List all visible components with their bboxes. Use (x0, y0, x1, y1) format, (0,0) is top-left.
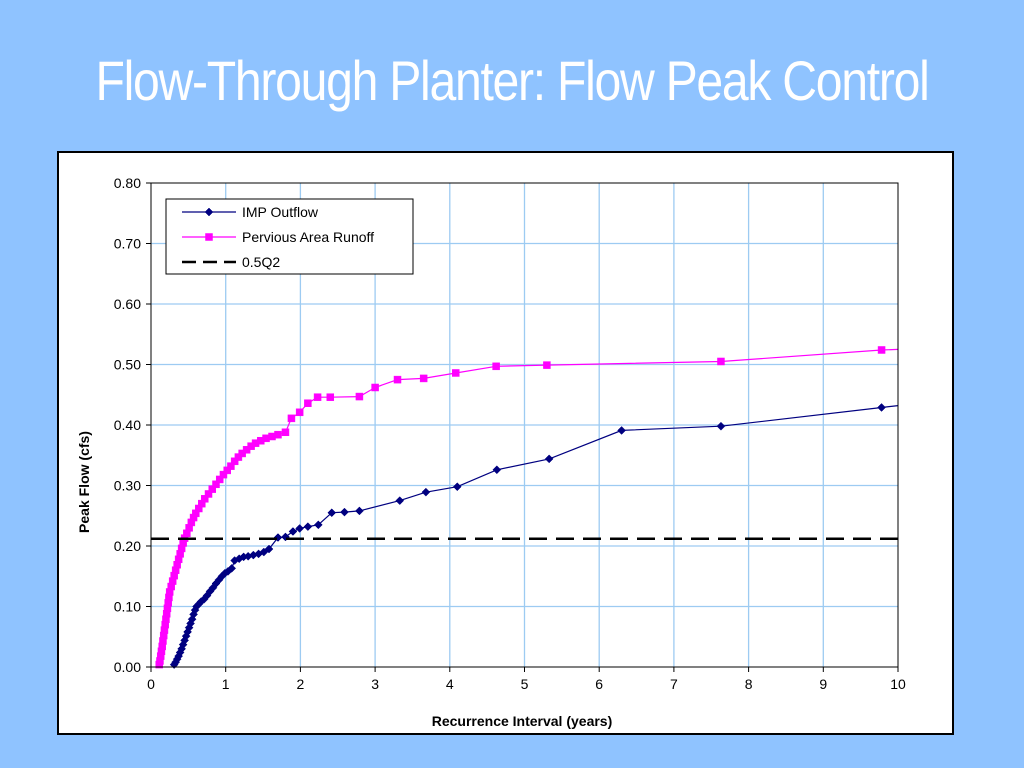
x-tick-label: 7 (670, 676, 678, 692)
x-tick-label: 10 (890, 676, 906, 692)
pervious-runoff-point (281, 428, 290, 437)
series-line (173, 405, 899, 665)
series-0 (169, 403, 899, 669)
pervious-runoff-point (393, 375, 402, 384)
y-tick-label: 0.70 (114, 236, 141, 252)
imp-outflow-point (544, 454, 554, 464)
pervious-runoff-point (304, 399, 312, 407)
imp-outflow-point (327, 508, 337, 518)
legend-item-2: 0.5Q2 (182, 254, 280, 270)
pervious-runoff-point (205, 233, 213, 241)
series-lines (151, 346, 899, 669)
pervious-runoff-point (877, 346, 886, 354)
chart-frame: 0 1 2 3 4 5 6 7 8 9 10 0.00 0.10 0.20 0.30 0.40 0.50 0.60… (57, 151, 954, 735)
pervious-runoff-point (492, 362, 500, 371)
x-tick-label: 9 (819, 676, 827, 692)
axes (146, 182, 899, 672)
tick-labels: 0 1 2 3 4 5 6 7 8 9 10 0.00 0.10 0.20 0.30 0.40 0.50 0.60… (114, 175, 906, 692)
x-tick-label: 4 (446, 676, 454, 692)
pervious-runoff-point (543, 361, 551, 369)
y-tick-label: 0.40 (114, 417, 141, 433)
imp-outflow-point (617, 426, 626, 435)
x-tick-label: 1 (222, 676, 230, 692)
x-tick-label: 3 (371, 676, 379, 692)
y-axis-title: Peak Flow (cfs) (76, 431, 92, 533)
imp-outflow-point (295, 524, 305, 533)
pervious-runoff-point (452, 369, 460, 377)
x-tick-label: 6 (595, 676, 603, 692)
slide-title: Flow-Through Planter: Flow Peak Control (95, 49, 930, 112)
pervious-runoff-point (274, 430, 282, 439)
pervious-runoff-point (287, 414, 296, 423)
imp-outflow-point (204, 207, 214, 217)
imp-outflow-point (355, 506, 364, 516)
series-1 (155, 346, 899, 669)
y-tick-label: 0.50 (114, 357, 141, 373)
y-tick-label: 0.20 (114, 538, 141, 554)
legend-item-0: IMP Outflow (182, 204, 319, 220)
line-chart: 0 1 2 3 4 5 6 7 8 9 10 0.00 0.10 0.20 0.30 0.40 0.50 0.60… (76, 175, 906, 729)
imp-outflow-point (395, 496, 405, 505)
imp-outflow-point (716, 421, 726, 431)
y-tick-label: 0.60 (114, 296, 141, 312)
imp-outflow-point (452, 482, 462, 492)
imp-outflow-point (303, 522, 313, 531)
imp-outflow-point (288, 527, 298, 536)
imp-outflow-point (421, 487, 431, 497)
x-tick-label: 0 (147, 676, 155, 692)
pervious-runoff-point (717, 357, 725, 366)
imp-outflow-point (313, 520, 323, 530)
imp-outflow-point (340, 507, 349, 517)
y-tick-label: 0.10 (114, 599, 141, 615)
pervious-runoff-point (313, 393, 322, 401)
imp-outflow-point (264, 544, 274, 554)
imp-outflow-point (877, 403, 886, 412)
pervious-runoff-point (326, 393, 335, 401)
pervious-runoff-point (355, 392, 364, 401)
grid-lines (151, 183, 898, 667)
legend: IMP Outflow Pervious Area Runoff 0.5Q2 (165, 198, 414, 275)
pervious-runoff-point (371, 383, 379, 392)
x-tick-label: 5 (521, 676, 529, 692)
x-tick-label: 8 (745, 676, 753, 692)
y-tick-label: 0.80 (114, 175, 141, 191)
legend-label: IMP Outflow (242, 204, 319, 220)
legend-label: 0.5Q2 (242, 254, 280, 270)
y-tick-label: 0.00 (114, 659, 141, 675)
x-axis-title: Recurrence Interval (years) (432, 713, 613, 729)
legend-item-1: Pervious Area Runoff (182, 229, 374, 245)
legend-label: Pervious Area Runoff (242, 229, 374, 245)
series-line (158, 348, 899, 665)
imp-outflow-point (492, 465, 502, 475)
pervious-runoff-point (295, 408, 304, 417)
x-tick-label: 2 (297, 676, 305, 692)
pervious-runoff-point (419, 374, 428, 383)
imp-outflow-point (227, 564, 237, 573)
y-tick-label: 0.30 (114, 478, 141, 494)
